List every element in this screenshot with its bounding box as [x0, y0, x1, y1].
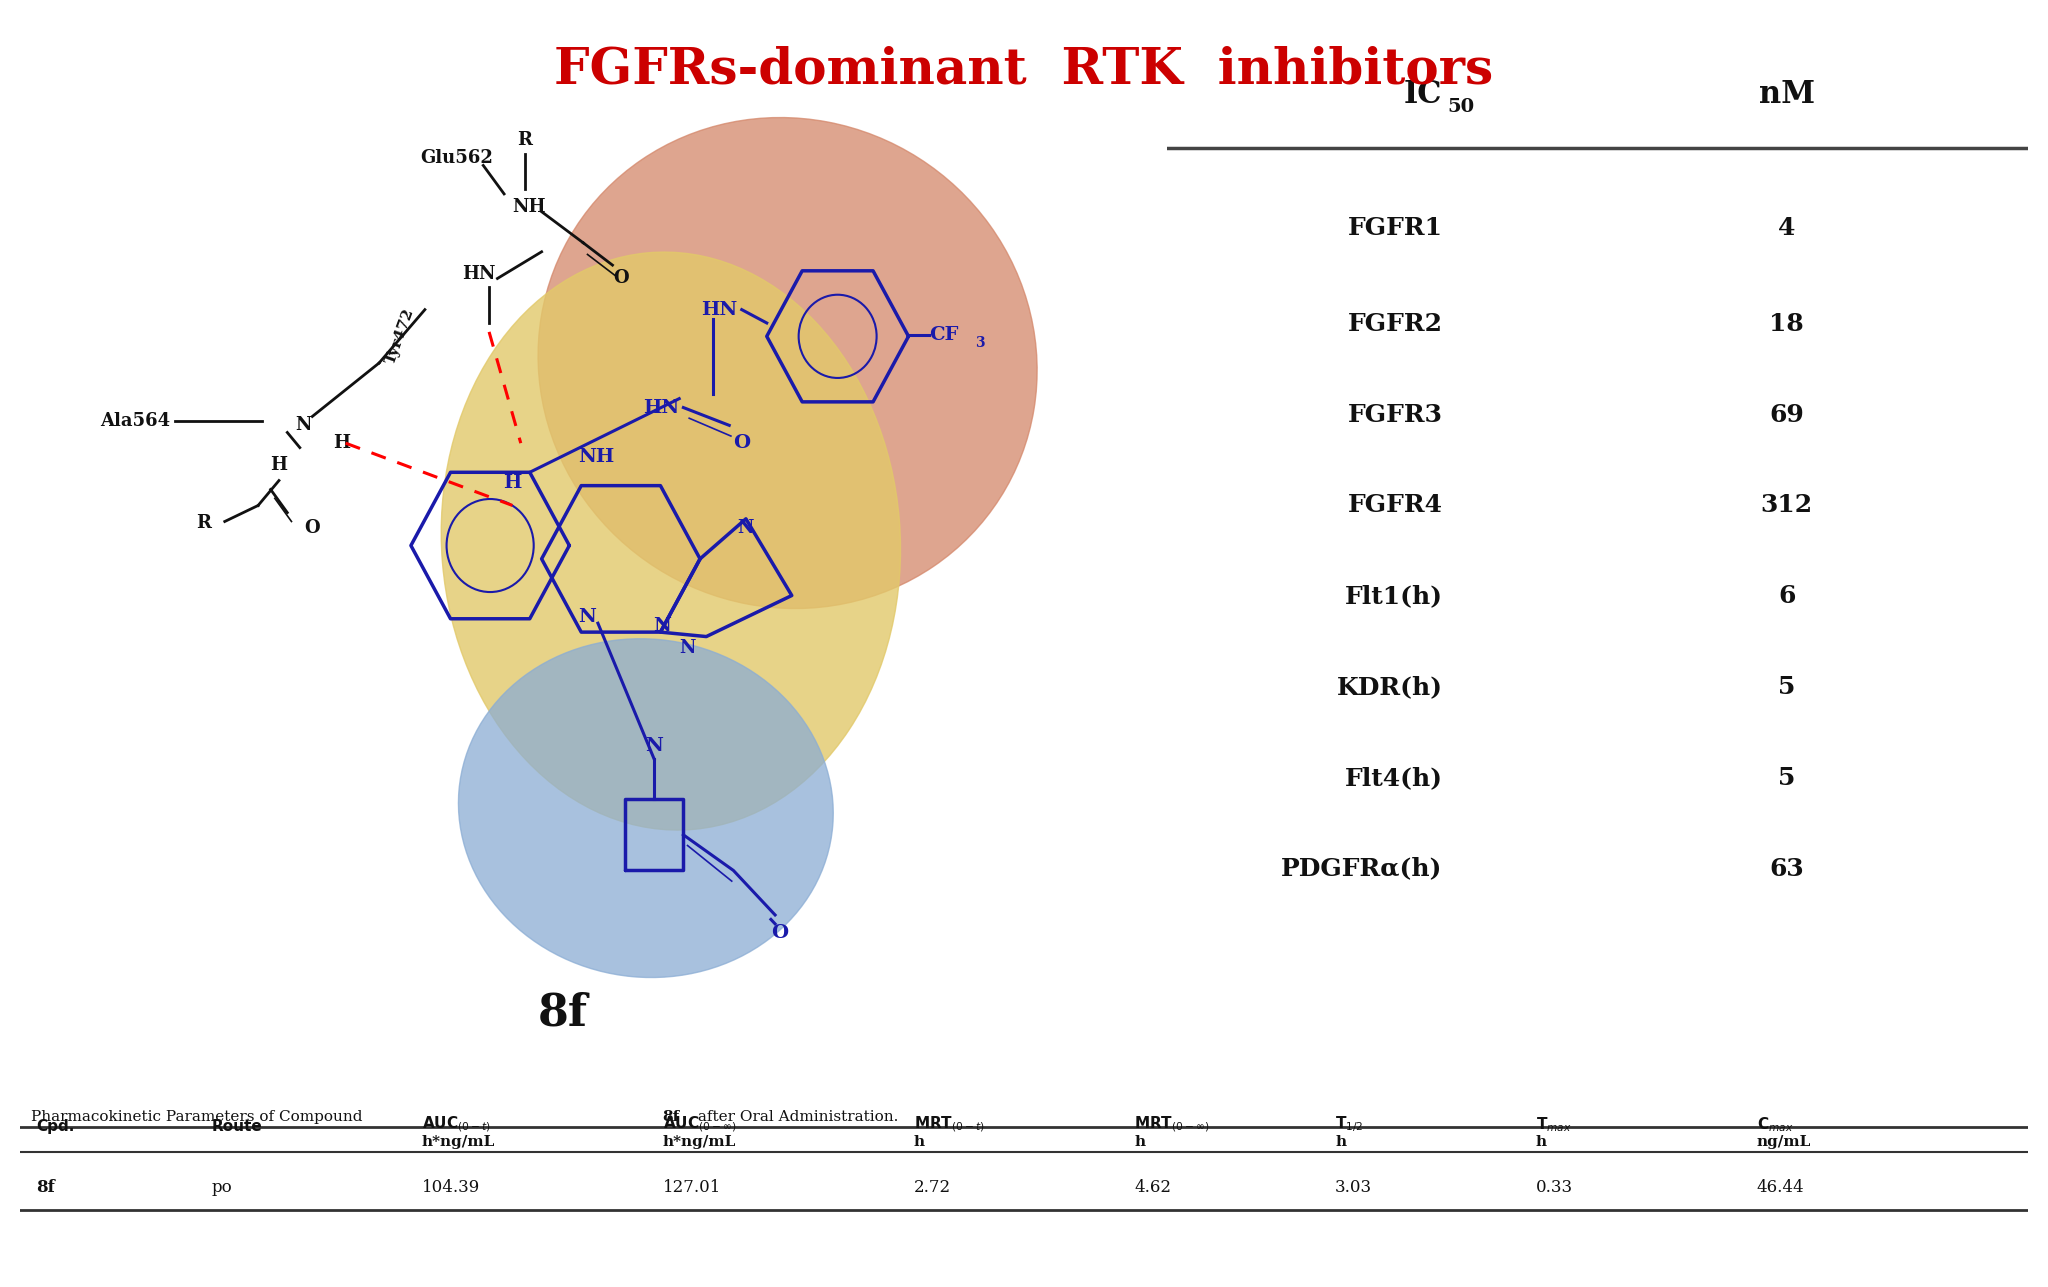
- Text: NH: NH: [512, 198, 547, 216]
- Text: N: N: [680, 638, 696, 656]
- Text: HN: HN: [643, 399, 680, 417]
- Text: N: N: [645, 737, 664, 754]
- Text: FGFRs-dominant  RTK  inhibitors: FGFRs-dominant RTK inhibitors: [555, 45, 1493, 94]
- Text: N: N: [737, 519, 754, 537]
- Text: 8f: 8f: [664, 1111, 680, 1125]
- Text: T$_{max}$: T$_{max}$: [1536, 1115, 1571, 1134]
- Text: Flt4(h): Flt4(h): [1346, 766, 1442, 790]
- Text: N: N: [653, 616, 672, 634]
- Text: h*ng/mL: h*ng/mL: [422, 1135, 496, 1149]
- Text: H: H: [504, 474, 522, 492]
- Text: 18: 18: [1769, 311, 1804, 336]
- Text: O: O: [770, 924, 788, 942]
- Text: 69: 69: [1769, 403, 1804, 427]
- Text: O: O: [612, 269, 629, 287]
- Text: R: R: [518, 131, 532, 149]
- Text: AUC$_{(0-\infty)}$: AUC$_{(0-\infty)}$: [664, 1115, 737, 1134]
- Text: KDR(h): KDR(h): [1337, 676, 1442, 699]
- Text: 4: 4: [1778, 216, 1796, 239]
- Text: 4.62: 4.62: [1135, 1179, 1171, 1197]
- Text: MRT$_{(0-t)}$: MRT$_{(0-t)}$: [913, 1115, 985, 1134]
- Text: 3.03: 3.03: [1335, 1179, 1372, 1197]
- Text: 5: 5: [1778, 766, 1796, 790]
- Text: FGFR2: FGFR2: [1348, 311, 1442, 336]
- Text: 8f: 8f: [537, 991, 588, 1035]
- Text: H: H: [334, 434, 350, 452]
- Text: 0.33: 0.33: [1536, 1179, 1573, 1197]
- Text: 6: 6: [1778, 584, 1796, 609]
- Text: Tyr472: Tyr472: [383, 306, 416, 366]
- Text: Glu562: Glu562: [420, 149, 494, 167]
- Text: PDGFRα(h): PDGFRα(h): [1282, 857, 1442, 880]
- Text: C$_{max}$: C$_{max}$: [1757, 1115, 1794, 1134]
- Text: 312: 312: [1761, 493, 1812, 517]
- Text: AUC$_{(0-t)}$: AUC$_{(0-t)}$: [422, 1115, 492, 1134]
- Text: nM: nM: [1759, 79, 1815, 109]
- Ellipse shape: [440, 252, 901, 830]
- Text: CF: CF: [930, 326, 958, 344]
- Text: HN: HN: [700, 301, 737, 319]
- Text: h*ng/mL: h*ng/mL: [664, 1135, 735, 1149]
- Text: ng/mL: ng/mL: [1757, 1135, 1810, 1149]
- Text: po: po: [211, 1179, 231, 1197]
- Text: FGFR4: FGFR4: [1348, 493, 1442, 517]
- Text: FGFR1: FGFR1: [1348, 216, 1442, 239]
- Text: O: O: [305, 519, 319, 537]
- Text: Cpd.: Cpd.: [37, 1118, 76, 1134]
- Text: HN: HN: [463, 265, 496, 283]
- Text: after Oral Administration.: after Oral Administration.: [692, 1111, 899, 1125]
- Text: N: N: [578, 607, 596, 625]
- Text: 8f: 8f: [37, 1179, 55, 1197]
- Text: 3: 3: [975, 336, 985, 350]
- Text: NH: NH: [578, 448, 614, 466]
- Text: 104.39: 104.39: [422, 1179, 479, 1197]
- Text: IC: IC: [1405, 79, 1442, 109]
- Text: Flt1(h): Flt1(h): [1346, 584, 1442, 609]
- Text: 127.01: 127.01: [664, 1179, 721, 1197]
- Text: T$_{1/2}$: T$_{1/2}$: [1335, 1113, 1364, 1134]
- Ellipse shape: [459, 638, 834, 978]
- Text: h: h: [913, 1135, 926, 1149]
- Text: 63: 63: [1769, 857, 1804, 880]
- Text: O: O: [733, 434, 750, 452]
- Text: 46.44: 46.44: [1757, 1179, 1804, 1197]
- Ellipse shape: [539, 117, 1036, 609]
- Text: FGFR3: FGFR3: [1348, 403, 1442, 427]
- Text: 2.72: 2.72: [913, 1179, 950, 1197]
- Text: h: h: [1335, 1135, 1346, 1149]
- Text: N: N: [295, 417, 311, 434]
- Text: MRT$_{(0-\infty)}$: MRT$_{(0-\infty)}$: [1135, 1115, 1210, 1134]
- Text: h: h: [1536, 1135, 1546, 1149]
- Text: R: R: [197, 515, 211, 533]
- Text: h: h: [1135, 1135, 1145, 1149]
- Text: Route: Route: [211, 1118, 262, 1134]
- Text: 50: 50: [1446, 98, 1475, 116]
- Text: Ala564: Ala564: [100, 412, 170, 430]
- Text: H: H: [270, 457, 287, 475]
- Text: 5: 5: [1778, 676, 1796, 699]
- Text: Pharmacokinetic Parameters of Compound: Pharmacokinetic Parameters of Compound: [31, 1111, 367, 1125]
